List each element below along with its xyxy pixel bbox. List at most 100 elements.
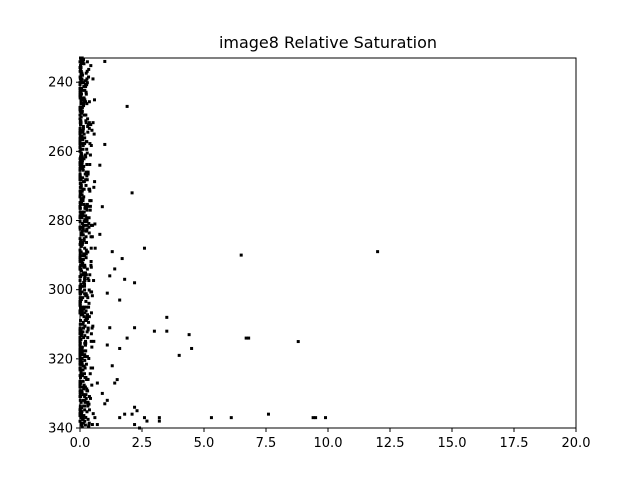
dense-point	[81, 126, 85, 130]
dense-point	[83, 136, 87, 140]
dense-point	[88, 199, 92, 203]
dense-point	[81, 199, 85, 203]
data-point	[95, 423, 99, 427]
dense-point	[80, 353, 84, 357]
dense-point	[86, 172, 90, 176]
dense-point	[79, 357, 83, 360]
dense-point	[85, 220, 89, 224]
dense-point	[88, 204, 92, 208]
dense-point	[88, 396, 92, 400]
dense-point	[79, 79, 83, 83]
dense-point	[86, 117, 90, 121]
dense-point	[86, 389, 90, 393]
dense-point	[84, 178, 88, 182]
dense-point	[82, 85, 86, 89]
dense-point	[79, 123, 83, 127]
dense-point	[86, 328, 90, 332]
data-point	[133, 423, 137, 427]
dense-point	[79, 182, 83, 186]
dense-point	[80, 221, 84, 225]
dense-point	[84, 113, 88, 117]
dense-point	[81, 379, 85, 383]
dense-point	[89, 123, 93, 127]
dense-point	[89, 339, 93, 343]
dense-point	[82, 383, 86, 387]
dense-point	[84, 85, 88, 89]
dense-point	[85, 410, 89, 414]
dense-point	[80, 309, 84, 313]
dense-point	[84, 396, 88, 400]
dense-point	[86, 400, 90, 404]
dense-point	[80, 166, 84, 170]
dense-point	[79, 332, 83, 336]
y-tick-label: 340	[48, 422, 73, 437]
dense-point	[87, 221, 91, 225]
dense-point	[79, 115, 83, 119]
dense-point	[84, 183, 88, 187]
dense-point	[84, 252, 88, 256]
dense-point	[81, 187, 85, 191]
dense-point	[84, 71, 88, 75]
dense-point	[88, 189, 92, 193]
dense-point	[88, 208, 92, 212]
dense-point	[83, 355, 87, 359]
dense-point	[86, 123, 90, 127]
x-tick-label: 0.0	[70, 436, 91, 451]
dense-point	[82, 81, 86, 85]
data-point	[115, 378, 119, 382]
dense-point	[86, 124, 90, 128]
dense-point	[89, 64, 93, 68]
dense-point	[90, 294, 94, 298]
dense-point	[79, 372, 83, 376]
dense-point	[79, 244, 83, 248]
dense-point	[84, 204, 88, 208]
dense-point	[84, 90, 88, 94]
dense-point	[85, 102, 89, 106]
dense-point	[79, 69, 83, 73]
dense-point	[84, 170, 88, 174]
dense-point	[83, 246, 87, 250]
dense-point	[79, 155, 83, 159]
dense-point	[85, 81, 89, 85]
dense-point	[82, 104, 86, 108]
data-point	[157, 416, 161, 420]
dense-point	[83, 408, 87, 412]
dense-point	[84, 206, 88, 210]
data-point	[113, 267, 117, 271]
plot-area-frame	[79, 57, 577, 429]
data-point	[123, 412, 127, 416]
dense-point	[81, 60, 85, 64]
dense-point	[83, 311, 87, 315]
dense-point	[79, 86, 83, 90]
dense-point	[85, 174, 89, 178]
x-tick-label: 12.5	[376, 436, 405, 451]
dense-point	[82, 164, 86, 168]
dense-point	[93, 180, 97, 184]
data-point	[165, 329, 169, 333]
dense-point	[85, 267, 89, 271]
y-tick-label: 240	[48, 76, 73, 91]
x-tick-label: 7.5	[256, 436, 277, 451]
data-point	[376, 250, 380, 254]
dense-point	[81, 138, 85, 142]
dense-point	[82, 271, 86, 275]
dense-point	[82, 132, 86, 136]
dense-point	[85, 250, 89, 254]
dense-point	[81, 417, 85, 421]
dense-point	[81, 240, 85, 244]
dense-point	[88, 273, 92, 277]
dense-point	[80, 159, 84, 163]
dense-point	[83, 353, 87, 357]
dense-point	[79, 400, 83, 404]
dense-point	[87, 402, 91, 406]
dense-point	[80, 423, 84, 427]
dense-point	[84, 393, 88, 397]
dense-point	[81, 330, 85, 334]
dense-point	[85, 330, 89, 334]
dense-point	[79, 151, 83, 155]
data-point	[142, 246, 146, 250]
dense-point	[83, 223, 87, 227]
dense-point	[82, 220, 86, 224]
data-point	[244, 336, 248, 340]
dense-point	[81, 364, 85, 368]
